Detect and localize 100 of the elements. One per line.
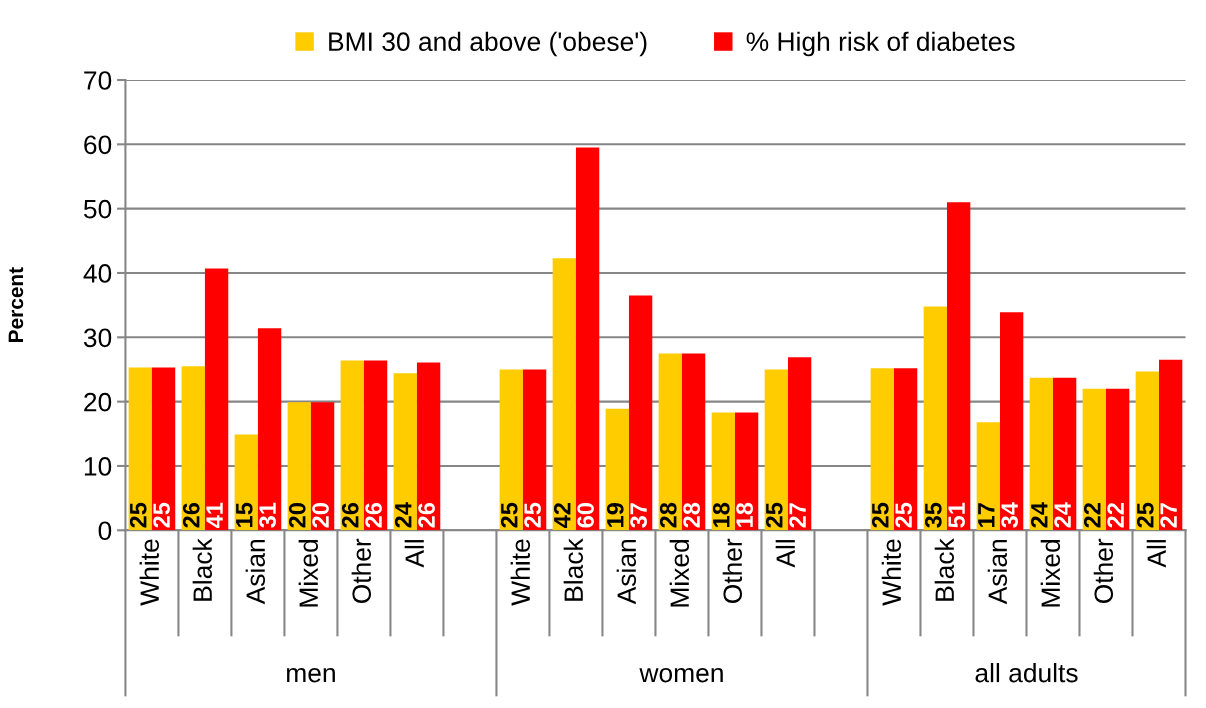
data-label: 34 — [1001, 502, 1019, 528]
x-tick-label: White — [510, 539, 531, 606]
data-label: 18 — [736, 502, 753, 527]
data-label: 26 — [341, 502, 359, 528]
bar — [658, 353, 682, 531]
data-label: 18 — [712, 502, 730, 527]
data-label: 24 — [1054, 502, 1071, 528]
x-tick-label: Mixed — [669, 539, 690, 607]
data-label: 20 — [288, 503, 306, 528]
data-label: 20 — [312, 503, 329, 528]
x-tick-label: All — [404, 540, 424, 568]
y-tick-label: 10 — [84, 457, 112, 476]
bar — [1105, 388, 1130, 531]
x-tick-label: Asian — [616, 540, 637, 605]
x-tick-label: Asian — [245, 540, 266, 605]
data-label: 25 — [524, 502, 541, 528]
x-tick-label: White — [881, 539, 902, 606]
bar — [204, 268, 229, 531]
bar — [552, 258, 576, 531]
bar — [711, 412, 735, 531]
bar — [628, 295, 653, 531]
data-label: 25 — [129, 502, 147, 528]
x-tick-label: Other — [351, 538, 372, 604]
x-tick-label: Other — [722, 538, 743, 604]
bar — [870, 368, 894, 531]
data-label: 22 — [1107, 503, 1124, 528]
bar — [1135, 371, 1159, 531]
x-tick-label: Asian — [987, 540, 1008, 605]
bar — [287, 402, 311, 531]
data-label: 25 — [500, 502, 518, 528]
bar — [923, 306, 947, 531]
bar — [416, 362, 441, 531]
x-tick-label: All — [775, 540, 795, 568]
bar — [257, 328, 282, 531]
data-label: 28 — [659, 502, 677, 528]
bar — [363, 360, 388, 531]
data-label: 17 — [978, 503, 995, 527]
y-tick-label: 70 — [84, 71, 112, 90]
data-label: 27 — [789, 503, 806, 528]
bar — [893, 368, 918, 531]
bar — [393, 373, 417, 531]
data-label: 27 — [1160, 503, 1177, 528]
data-label: 60 — [577, 503, 594, 528]
y-axis-title: Percent — [8, 267, 24, 342]
text: all adults — [975, 662, 1078, 683]
legend-label: % High risk of diabetes — [746, 31, 1015, 57]
y-tick-label: 60 — [84, 135, 112, 155]
x-tick-label: Black — [563, 538, 584, 601]
bar — [340, 360, 364, 531]
y-tick-label: 20 — [84, 392, 112, 412]
bar — [1029, 377, 1053, 531]
data-label: 41 — [206, 502, 223, 528]
data-label: 37 — [630, 503, 647, 528]
data-label: 28 — [683, 502, 700, 528]
bar — [946, 202, 971, 531]
bar — [575, 147, 600, 531]
data-label: 24 — [394, 502, 412, 528]
x-tick-label: Black — [192, 538, 213, 601]
data-label: 51 — [948, 502, 965, 528]
bar — [522, 369, 547, 531]
bar — [999, 312, 1024, 531]
data-label: 25 — [1136, 502, 1154, 528]
bar — [764, 369, 788, 531]
data-label: 25 — [153, 502, 170, 528]
data-label: 31 — [259, 502, 276, 528]
data-label: 25 — [765, 502, 783, 528]
bar — [128, 367, 152, 531]
text: women — [639, 667, 723, 683]
bar — [181, 366, 205, 531]
bar — [1159, 359, 1183, 531]
data-label: 25 — [871, 502, 889, 528]
bar — [734, 412, 759, 531]
data-label: 25 — [895, 502, 912, 528]
bar — [976, 422, 1000, 531]
x-tick-label: All — [1146, 540, 1166, 568]
data-label: 26 — [182, 502, 200, 528]
y-tick-label: 0 — [98, 521, 112, 541]
data-label: 24 — [1030, 502, 1048, 528]
data-label: 15 — [236, 502, 253, 527]
bar — [1052, 377, 1077, 531]
bar — [787, 357, 812, 531]
data-label: 26 — [365, 502, 382, 528]
bar — [605, 408, 629, 531]
x-tick-label: Mixed — [298, 539, 319, 607]
legend-label: BMI 30 and above ('obese') — [329, 31, 647, 57]
bar — [681, 353, 706, 531]
bar — [151, 367, 176, 531]
bar — [499, 369, 523, 531]
data-label: 26 — [418, 502, 435, 528]
x-tick-label: White — [139, 539, 160, 606]
y-tick-label: 30 — [83, 328, 112, 348]
text: men — [287, 667, 335, 683]
y-tick-label: 40 — [83, 264, 112, 283]
y-tick-label: 50 — [83, 199, 112, 219]
data-label: 19 — [606, 502, 624, 527]
x-tick-label: Mixed — [1040, 539, 1061, 607]
bar — [234, 434, 258, 531]
bar — [1082, 388, 1106, 531]
x-tick-label: Other — [1093, 538, 1114, 604]
data-label: 35 — [924, 502, 942, 528]
